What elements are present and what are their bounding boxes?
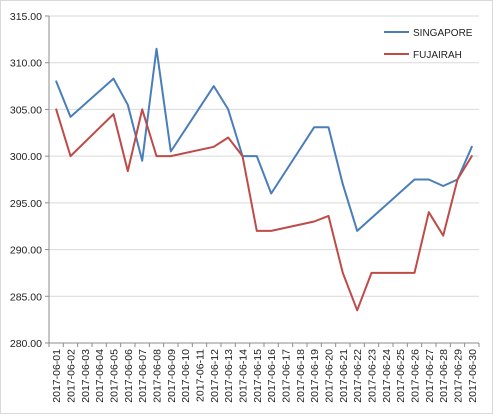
- x-tick-label: 2017-06-21: [338, 349, 350, 403]
- x-tick-label: 2017-06-04: [94, 349, 106, 403]
- x-tick-label: 2017-06-06: [123, 349, 135, 403]
- series-lines: [55, 47, 473, 312]
- y-tick-label: 285.00: [10, 291, 42, 303]
- x-tick-label: 2017-06-05: [109, 349, 121, 403]
- x-tick-label: 2017-06-15: [252, 349, 264, 403]
- x-tick-label: 2017-06-23: [367, 349, 379, 403]
- gridlines: [49, 15, 479, 344]
- x-tick-label: 2017-06-22: [352, 349, 364, 403]
- legend-label-singapore: SINGAPORE: [413, 28, 473, 39]
- series-line-singapore: [55, 47, 473, 232]
- x-tick-label: 2017-06-20: [324, 349, 336, 403]
- x-axis-tick-labels: 2017-06-01 2017-06-02 2017-06-03 2017-06-04…: [51, 349, 479, 403]
- legend-label-fujairah: FUJAIRAH: [413, 50, 462, 61]
- x-tick-label: 2017-06-11: [195, 349, 207, 402]
- x-tick-label: 2017-06-29: [453, 349, 465, 403]
- x-tick-label: 2017-06-08: [152, 349, 164, 403]
- axes: [45, 15, 480, 347]
- x-tick-label: 2017-06-17: [281, 349, 293, 403]
- x-tick-label: 2017-06-16: [266, 349, 278, 403]
- y-tick-label: 300.00: [10, 151, 42, 163]
- x-tick-label: 2017-06-14: [238, 349, 250, 403]
- x-tick-label: 2017-06-12: [209, 349, 221, 403]
- series-line-fujairah: [55, 108, 473, 312]
- x-tick-label: 2017-06-26: [410, 349, 422, 403]
- y-tick-label: 315.00: [10, 11, 42, 23]
- x-tick-label: 2017-06-19: [309, 349, 321, 403]
- y-tick-label: 310.00: [10, 58, 42, 70]
- x-tick-label: 2017-06-18: [295, 349, 307, 403]
- x-tick-label: 2017-06-01: [51, 349, 63, 403]
- x-tick-label: 2017-06-30: [467, 349, 479, 403]
- x-tick-label: 2017-06-28: [438, 349, 450, 403]
- y-tick-label: 290.00: [10, 245, 42, 257]
- x-tick-label: 2017-06-25: [395, 349, 407, 403]
- x-tick-label: 2017-06-10: [180, 349, 192, 403]
- x-tick-label: 2017-06-03: [80, 349, 92, 403]
- y-tick-label: 295.00: [10, 198, 42, 210]
- y-tick-label: 280.00: [10, 338, 42, 350]
- x-tick-label: 2017-06-07: [137, 349, 149, 403]
- x-tick-label: 2017-06-09: [166, 349, 178, 403]
- x-tick-label: 2017-06-02: [66, 349, 78, 403]
- x-tick-label: 2017-06-27: [424, 349, 436, 403]
- y-axis-tick-labels: 280.00 285.00 290.00 295.00 300.00 305.00 310.…: [10, 11, 42, 350]
- y-tick-label: 305.00: [10, 104, 42, 116]
- x-tick-label: 2017-06-24: [381, 349, 393, 403]
- legend: SINGAPORE FUJAIRAH: [384, 28, 473, 61]
- x-tick-label: 2017-06-13: [223, 349, 235, 403]
